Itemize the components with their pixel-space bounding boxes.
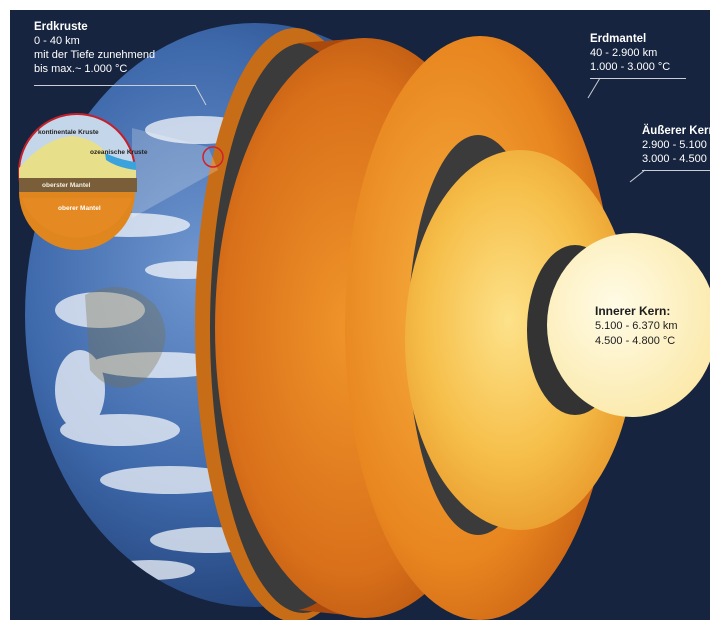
earth-layers-diagram: kontinentale Kruste ozeanische Kruste ob… bbox=[10, 10, 710, 620]
crust-inset bbox=[18, 113, 224, 250]
inset-label-uppermost-mantle: oberster Mantel bbox=[42, 182, 91, 189]
inner-core-depth: 5.100 - 6.370 km bbox=[595, 320, 678, 332]
inner-core-title: Innerer Kern: bbox=[595, 304, 671, 318]
inner-core-disk bbox=[547, 233, 710, 417]
outer-core-underline bbox=[642, 170, 710, 171]
outer-core-depth: 2.900 - 5.100 km bbox=[642, 139, 710, 151]
mantle-title: Erdmantel bbox=[590, 33, 647, 45]
crust-depth: 0 - 40 km bbox=[34, 35, 80, 47]
outer-core-temp: 3.000 - 4.500 °C bbox=[642, 153, 710, 165]
crust-label: Erdkruste 0 - 40 km mit der Tiefe zunehm… bbox=[34, 20, 155, 76]
crust-note: mit der Tiefe zunehmend bbox=[34, 49, 156, 61]
outer-core-title: Äußerer Kern bbox=[642, 125, 710, 137]
mantle-label: Erdmantel 40 - 2.900 km 1.000 - 3.000 °C bbox=[590, 32, 670, 74]
outer-core-label: Äußerer Kern 2.900 - 5.100 km 3.000 - 4.… bbox=[642, 124, 710, 166]
mantle-underline bbox=[590, 78, 686, 79]
crust-underline bbox=[34, 85, 196, 86]
leader-lines bbox=[194, 77, 646, 183]
inset-label-oceanic: ozeanische Kruste bbox=[90, 149, 148, 156]
inset-label-upper-mantle: oberer Mantel bbox=[58, 205, 101, 212]
crust-title: Erdkruste bbox=[34, 21, 88, 33]
crust-temp: bis max.~ 1.000 °C bbox=[34, 63, 128, 75]
mantle-temp: 1.000 - 3.000 °C bbox=[590, 61, 671, 73]
inset-label-continental: kontinentale Kruste bbox=[38, 129, 99, 136]
mantle-depth: 40 - 2.900 km bbox=[590, 47, 658, 59]
inner-core-temp: 4.500 - 4.800 °C bbox=[595, 335, 676, 347]
diagram-graphic bbox=[18, 23, 710, 620]
inner-core-label: Innerer Kern: 5.100 - 6.370 km 4.500 - 4… bbox=[595, 304, 678, 349]
